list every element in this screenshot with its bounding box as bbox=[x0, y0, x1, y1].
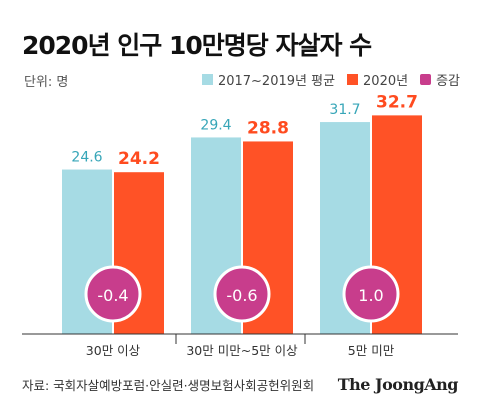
change-circle-2 bbox=[213, 265, 271, 323]
change-label-3: 1.0 bbox=[358, 286, 383, 305]
unit-label: 단위: 명 bbox=[24, 75, 69, 90]
legend-swatch-2020 bbox=[347, 74, 359, 85]
data-label-2020-2: 28.8 bbox=[247, 118, 289, 138]
data-label-average-3: 31.7 bbox=[329, 102, 360, 118]
chart-title: 2020년 인구 10만명당 자살자 수 bbox=[22, 31, 372, 60]
legend: 2017~2019년 평균 2020년 증감 bbox=[201, 70, 460, 89]
legend-label-change: 증감 bbox=[436, 74, 460, 89]
legend-label-average: 2017~2019년 평균 bbox=[217, 74, 336, 89]
change-circle-1 bbox=[84, 265, 142, 323]
legend-swatch-average bbox=[201, 74, 213, 85]
legend-label-2020: 2020년 bbox=[363, 74, 409, 89]
footer: 자료: 국회자살예방포럼·안실련·생명보험사회공헌위원회 The JoongAn… bbox=[22, 375, 459, 394]
legend-item-2020: 2020년 bbox=[347, 70, 408, 89]
change-label-1: -0.4 bbox=[97, 286, 128, 305]
change-label-2: -0.6 bbox=[226, 286, 257, 305]
legend-swatch-change bbox=[420, 74, 432, 85]
category-label-2: 30만 미만~5만 이상 bbox=[186, 343, 298, 358]
legend-item-average: 2017~2019년 평균 bbox=[201, 70, 336, 89]
data-label-average-1: 24.6 bbox=[71, 150, 102, 166]
data-label-2020-1: 24.2 bbox=[118, 149, 160, 169]
legend-item-change: 증감 bbox=[420, 70, 460, 89]
category-label-3: 5만 미만 bbox=[348, 343, 395, 358]
change-circle-3 bbox=[342, 265, 400, 323]
data-label-average-2: 29.4 bbox=[200, 117, 231, 133]
category-label-1: 30만 이상 bbox=[86, 343, 141, 358]
data-label-2020-3: 32.7 bbox=[376, 92, 418, 112]
publisher-logo: The JoongAng bbox=[337, 375, 459, 394]
source-note: 자료: 국회자살예방포럼·안실련·생명보험사회공헌위원회 bbox=[22, 378, 315, 393]
